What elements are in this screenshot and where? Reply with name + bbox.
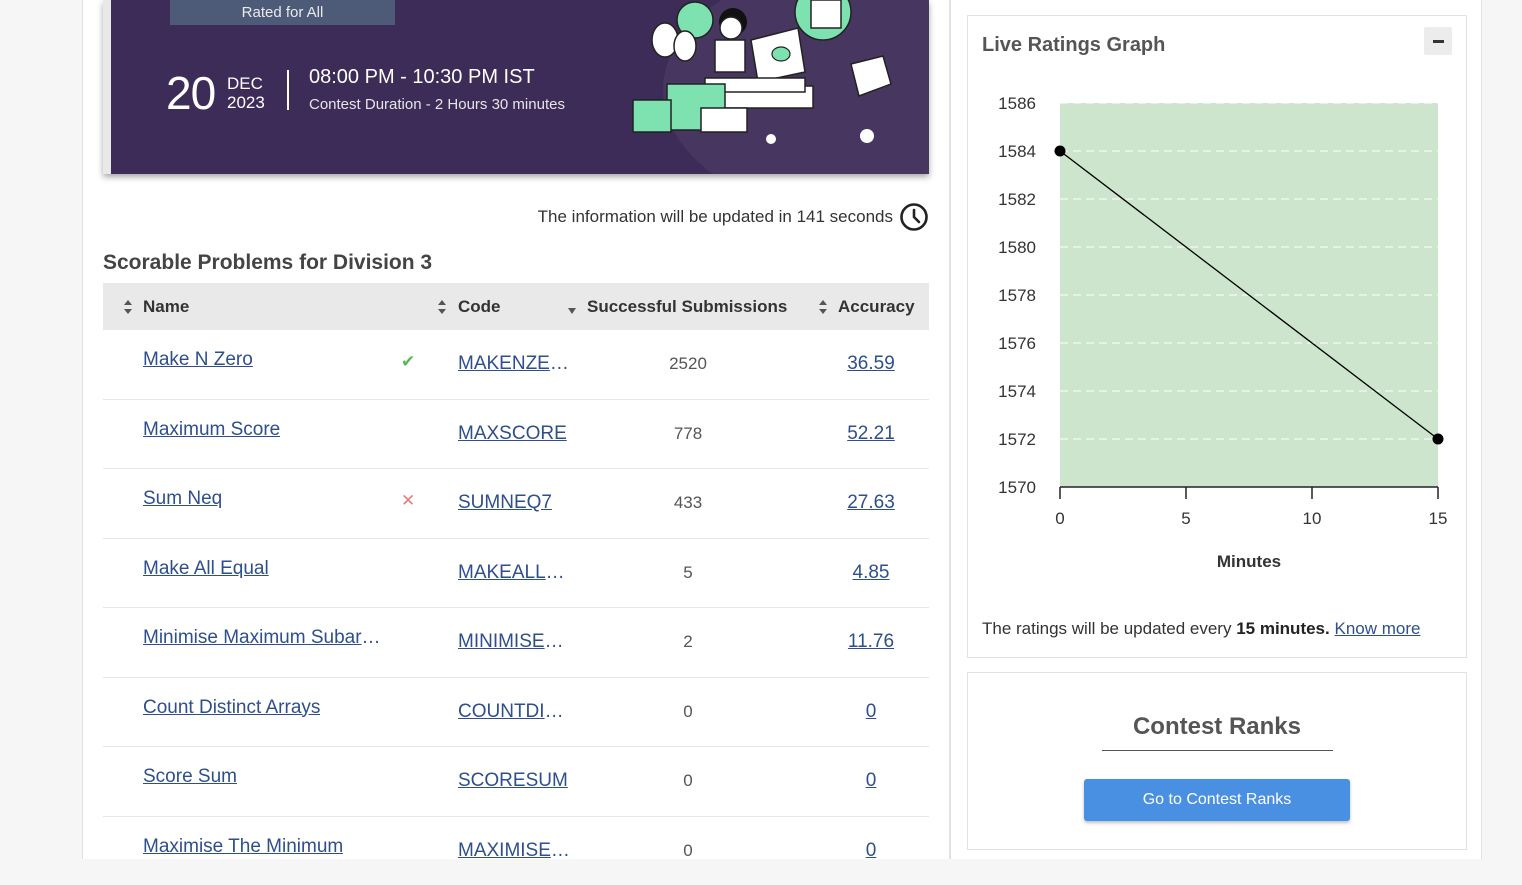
banner-edge	[103, 0, 111, 174]
y-tick-label: 1572	[998, 430, 1036, 449]
contest-ranks-card: Contest Ranks Go to Contest Ranks	[967, 672, 1467, 850]
problem-code-link[interactable]: MAKENZERO	[458, 353, 572, 375]
y-tick-label: 1584	[998, 142, 1036, 161]
table-header: Name Code Successful Submissions Accurac…	[103, 283, 929, 330]
ratings-note-text: The ratings will be updated every	[982, 619, 1236, 638]
problem-name-link[interactable]: Make N Zero	[143, 349, 253, 371]
problem-name-link[interactable]: Minimise Maximum Subarray	[143, 627, 381, 649]
problem-code-link[interactable]: SCORESUM	[458, 770, 568, 792]
table-row: Maximise The Minimum MAXIMISEMIN 0 0	[103, 817, 929, 885]
problem-code-link[interactable]: COUNTDISTINCT	[458, 701, 572, 723]
y-tick-label: 1574	[998, 382, 1036, 401]
y-tick-label: 1578	[998, 286, 1036, 305]
table-row: Minimise Maximum Subarray MINIMISEMAX 2 …	[103, 608, 929, 678]
problem-code-link[interactable]: MINIMISEMAX	[458, 631, 572, 653]
rating-point	[1055, 146, 1066, 157]
y-tick-label: 1580	[998, 238, 1036, 257]
successful-submissions: 0	[643, 841, 733, 861]
contest-ranks-title: Contest Ranks	[968, 713, 1466, 741]
y-tick-label: 1582	[998, 190, 1036, 209]
date-divider	[287, 70, 289, 110]
contest-day: 20	[166, 66, 215, 120]
x-tick-label: 0	[1055, 509, 1064, 528]
column-header-code[interactable]: Code	[458, 283, 501, 330]
problem-code-link[interactable]: MAXSCORE	[458, 423, 567, 445]
problem-name-link[interactable]: Score Sum	[143, 766, 237, 788]
column-header-accuracy[interactable]: Accuracy	[838, 283, 915, 330]
clock-icon	[899, 202, 929, 232]
accuracy-link[interactable]: 52.21	[821, 423, 921, 445]
table-row: Count Distinct Arrays COUNTDISTINCT 0 0	[103, 678, 929, 748]
know-more-link[interactable]: Know more	[1334, 619, 1420, 638]
problem-name-link[interactable]: Sum Neq	[143, 488, 222, 510]
ratings-interval: 15 minutes.	[1236, 619, 1330, 638]
y-tick-label: 1586	[998, 94, 1036, 113]
successful-submissions: 778	[643, 424, 733, 444]
x-tick-label: 5	[1181, 509, 1190, 528]
problems-section-title: Scorable Problems for Division 3	[103, 251, 432, 275]
successful-submissions: 0	[643, 702, 733, 722]
contest-banner: Rated for All 20 DEC 2023 08:00 PM - 10:…	[103, 0, 929, 174]
successful-submissions: 433	[643, 493, 733, 513]
x-axis-label: Minutes	[1217, 552, 1281, 571]
table-row: Make All Equal MAKEALLEQUAL 5 4.85	[103, 539, 929, 609]
rated-badge: Rated for All	[170, 0, 395, 25]
successful-submissions: 2	[643, 632, 733, 652]
successful-submissions: 0	[643, 771, 733, 791]
title-underline	[1102, 750, 1333, 751]
problem-name-link[interactable]: Maximum Score	[143, 419, 280, 441]
wrong-cross-icon: ✕	[401, 491, 415, 511]
y-tick-label: 1570	[998, 478, 1036, 497]
column-header-name[interactable]: Name	[143, 283, 189, 330]
problem-code-link[interactable]: MAKEALLEQUAL	[458, 562, 572, 584]
minus-icon	[1433, 40, 1444, 43]
update-info-text: The information will be updated in 141 s…	[538, 207, 893, 227]
sort-both-icon[interactable]	[438, 300, 446, 314]
problem-code-link[interactable]: MAXIMISEMIN	[458, 840, 572, 862]
table-row: Maximum Score MAXSCORE 778 52.21	[103, 400, 929, 470]
rating-point	[1433, 434, 1444, 445]
problem-name-link[interactable]: Maximise The Minimum	[143, 836, 343, 858]
update-info: The information will be updated in 141 s…	[538, 202, 929, 232]
table-row: Make N Zero ✔ MAKENZERO 2520 36.59	[103, 330, 929, 400]
successful-submissions: 2520	[643, 354, 733, 374]
problem-name-link[interactable]: Make All Equal	[143, 558, 269, 580]
accuracy-link[interactable]: 0	[821, 770, 921, 792]
contest-year: 2023	[227, 93, 265, 113]
problem-name-link[interactable]: Count Distinct Arrays	[143, 697, 320, 719]
accuracy-link[interactable]: 0	[821, 840, 921, 862]
sort-both-icon[interactable]	[124, 300, 132, 314]
graph-title: Live Ratings Graph	[982, 34, 1165, 57]
contest-month: DEC	[227, 74, 263, 94]
sort-both-icon[interactable]	[819, 300, 827, 314]
solved-check-icon: ✔	[401, 352, 415, 372]
contest-time: 08:00 PM - 10:30 PM IST	[309, 66, 535, 89]
go-to-contest-ranks-button[interactable]: Go to Contest Ranks	[1084, 779, 1350, 821]
accuracy-link[interactable]: 11.76	[821, 631, 921, 653]
table-row: Score Sum SCORESUM 0 0	[103, 747, 929, 817]
collapse-button[interactable]	[1424, 27, 1452, 55]
sort-desc-icon[interactable]	[568, 307, 576, 315]
problem-code-link[interactable]: SUMNEQ7	[458, 492, 552, 514]
accuracy-link[interactable]: 0	[821, 701, 921, 723]
main-panel: Rated for All 20 DEC 2023 08:00 PM - 10:…	[82, 0, 950, 859]
accuracy-link[interactable]: 27.63	[821, 492, 921, 514]
x-tick-label: 15	[1429, 509, 1448, 528]
column-header-submissions[interactable]: Successful Submissions	[587, 283, 787, 330]
y-tick-label: 1576	[998, 334, 1036, 353]
problems-table: Name Code Successful Submissions Accurac…	[103, 283, 929, 885]
successful-submissions: 5	[643, 563, 733, 583]
contest-illustration	[623, 0, 913, 174]
x-tick-label: 10	[1303, 509, 1322, 528]
ratings-note: The ratings will be updated every 15 min…	[982, 619, 1420, 639]
accuracy-link[interactable]: 36.59	[821, 353, 921, 375]
table-row: Sum Neq ✕ SUMNEQ7 433 27.63	[103, 469, 929, 539]
contest-duration: Contest Duration - 2 Hours 30 minutes	[309, 96, 565, 113]
accuracy-link[interactable]: 4.85	[821, 562, 921, 584]
ratings-chart: 1570 1572 1574 1576 1578 1580 1582 1584 1586 0 5 10…	[968, 76, 1466, 596]
